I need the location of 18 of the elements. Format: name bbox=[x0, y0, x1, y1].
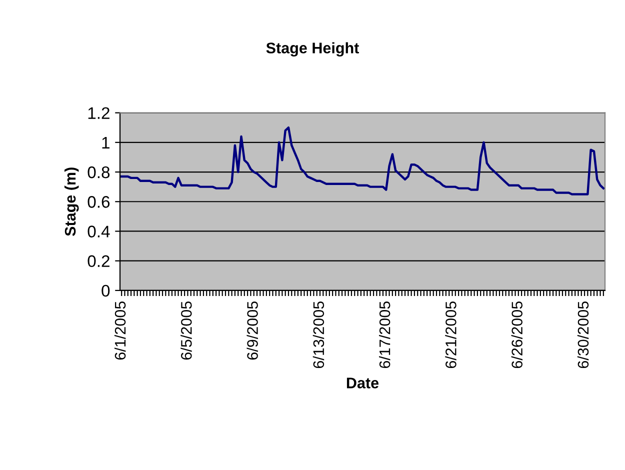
x-tick-label: 6/13/2005 bbox=[312, 302, 324, 368]
x-tick-label: 6/5/2005 bbox=[180, 302, 192, 360]
y-tick-label: 0.6 bbox=[88, 196, 110, 208]
chart-title: Stage Height bbox=[266, 42, 360, 57]
y-tick-label: 0 bbox=[102, 284, 110, 297]
x-tick-label: 6/30/2005 bbox=[577, 302, 589, 368]
y-tick-label: 1.2 bbox=[88, 107, 110, 119]
y-tick-label: 1 bbox=[102, 136, 110, 148]
x-tick-label: 6/9/2005 bbox=[246, 302, 258, 360]
x-tick-label: 6/1/2005 bbox=[114, 302, 126, 360]
x-tick-label: 6/17/2005 bbox=[379, 302, 390, 368]
x-tick-label: 6/26/2005 bbox=[511, 302, 522, 368]
y-tick-label: 0.8 bbox=[88, 166, 110, 178]
y-tick-label: 0.2 bbox=[88, 255, 110, 268]
y-axis-title: Stage (m) bbox=[64, 168, 79, 236]
x-axis-title: Date bbox=[346, 378, 379, 388]
x-tick-label: 6/21/2005 bbox=[445, 302, 456, 368]
y-tick-label: 0.4 bbox=[88, 226, 110, 238]
